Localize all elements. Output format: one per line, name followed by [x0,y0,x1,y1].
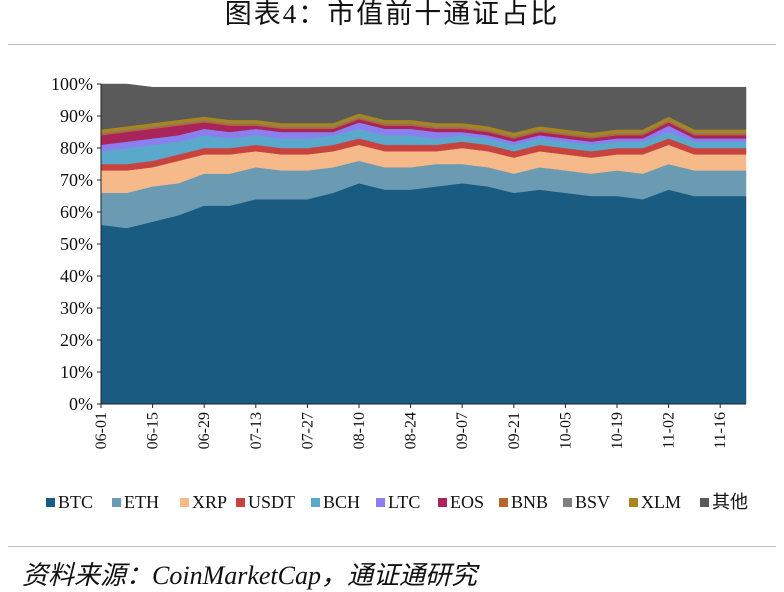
x-tick-label: 06-29 [196,412,213,449]
x-tick-label: 10-05 [557,412,574,449]
x-tick-label: 11-02 [661,412,678,449]
x-tick-label: 07-13 [248,412,265,449]
legend-swatch [180,498,189,507]
y-tick-label: 60% [60,202,93,222]
y-tick-label: 100% [51,74,93,94]
x-tick-label: 06-01 [93,412,110,449]
y-tick-label: 0% [69,394,93,414]
x-tick-label: 11-16 [712,412,729,449]
legend-label: EOS [450,492,484,512]
legend-label: XRP [192,492,227,512]
legend-label: BTC [58,492,93,512]
top-divider [8,44,776,45]
legend-swatch [499,498,508,507]
legend-swatch [311,498,320,507]
y-tick-label: 20% [60,330,93,350]
x-tick-label: 10-19 [609,412,626,449]
x-tick-label: 08-24 [403,412,420,449]
legend-label: USDT [248,492,295,512]
bottom-divider [8,546,776,547]
x-tick-label: 09-07 [454,412,471,449]
legend-label: ETH [124,492,159,512]
x-tick-labels: 06-01 06-15 06-29 07-13 07-27 08-10 08-24 09-07… [93,412,729,449]
source-note: 资料来源：CoinMarketCap，通证通研究 [22,561,477,590]
legend-label: 其他 [712,492,748,512]
legend-swatch [563,498,572,507]
x-tick-label: 09-21 [506,412,523,449]
y-tick-label: 50% [60,234,93,254]
axes [97,83,746,408]
area-其他 [100,83,747,133]
legend-swatch [236,498,245,507]
y-tick-label: 40% [60,266,93,286]
legend-label: BSV [575,492,610,512]
legend-label: BNB [511,492,548,512]
stacked-area-chart: 0%10%20%30%40%50%60%70%80%90%100% 06-01 0… [46,74,748,512]
area-layers [100,83,747,405]
y-tick-label: 90% [60,106,93,126]
legend: BTC ETH XRP USDT BCH LTC EOS BNB BSV XLM 其他 [46,492,748,512]
legend-label: XLM [641,492,681,512]
y-tick-label: 80% [60,138,93,158]
x-tick-label: 06-15 [145,412,162,449]
legend-swatch [112,498,121,507]
y-tick-label: 70% [60,170,93,190]
x-tick-label: 07-27 [299,412,316,449]
chart-title: 图表4：市值前十通证占比 [224,0,560,29]
y-tick-label: 30% [60,298,93,318]
y-tick-label: 10% [60,362,93,382]
legend-swatch [629,498,638,507]
legend-swatch [700,498,709,507]
legend-label: BCH [323,492,360,512]
area-btc [100,182,747,405]
x-tick-label: 08-10 [351,412,368,449]
legend-swatch [376,498,385,507]
legend-label: LTC [388,492,420,512]
y-tick-labels: 0% 10% 20% 30% 40% 50% 60% 70% 80% 90% 100% [51,74,93,414]
legend-swatch [438,498,447,507]
legend-swatch [46,498,55,507]
